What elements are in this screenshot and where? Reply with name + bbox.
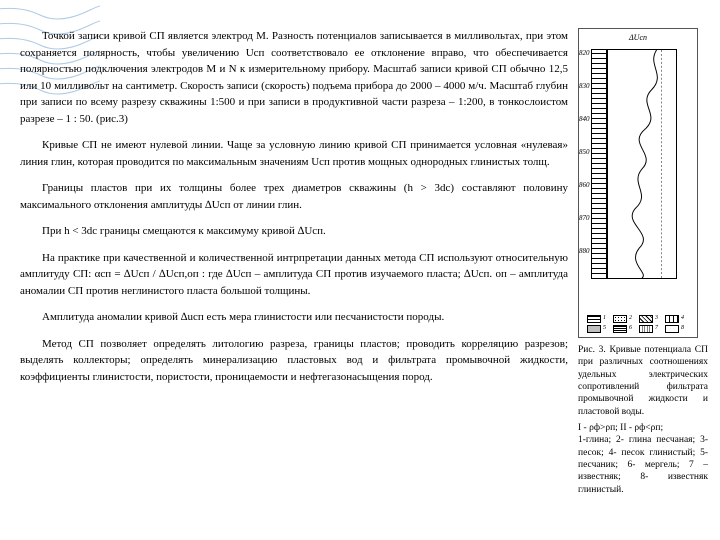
log-track [607, 49, 677, 279]
depth-label: 860 [579, 181, 590, 190]
paragraph-7: Метод СП позволяет определять литологию … [20, 336, 568, 386]
legend-item: 4 [665, 315, 689, 323]
figure-column: ΔUсп 820 830 840 850 860 870 880 1 2 3 4 5 6 7 8 Рис.… [578, 28, 708, 496]
paragraph-4: При h < 3dс границы смещаются к максимум… [20, 223, 568, 240]
legend-item: 5 [587, 325, 611, 333]
legend-number: 5 [603, 325, 606, 333]
depth-label: 880 [579, 247, 590, 256]
legend-number: 3 [655, 315, 658, 323]
main-text-column: Точкой записи кривой СП является электро… [20, 28, 568, 496]
figure-caption-3: 1-глина; 2- глина песчаная; 3- песок; 4-… [578, 434, 708, 496]
figure-caption: Рис. 3. Кривые потенциала СП при различн… [578, 344, 708, 418]
legend-number: 7 [655, 325, 658, 333]
legend-item: 2 [613, 315, 637, 323]
legend-swatch [613, 325, 627, 333]
depth-label: 840 [579, 115, 590, 124]
legend-number: 1 [603, 315, 606, 323]
paragraph-6: Амплитуда аномалии кривой ∆uсп есть мера… [20, 309, 568, 326]
depth-label: 850 [579, 148, 590, 157]
depth-label: 830 [579, 82, 590, 91]
legend-swatch [639, 315, 653, 323]
figure-header: ΔUсп [579, 33, 697, 43]
legend-swatch [665, 315, 679, 323]
lithology-column [591, 49, 607, 279]
legend-number: 2 [629, 315, 632, 323]
legend-number: 4 [681, 315, 684, 323]
paragraph-3: Границы пластов при их толщины более тре… [20, 180, 568, 213]
legend-swatch [587, 315, 601, 323]
legend-grid: 1 2 3 4 5 6 7 8 [587, 315, 689, 333]
legend-swatch [613, 315, 627, 323]
paragraph-1: Точкой записи кривой СП является электро… [20, 28, 568, 127]
legend-swatch [665, 325, 679, 333]
depth-label: 870 [579, 214, 590, 223]
figure-caption-2: I - ρф>ρп; II - ρф<ρп; [578, 422, 708, 434]
legend-item: 1 [587, 315, 611, 323]
legend-number: 6 [629, 325, 632, 333]
legend-item: 6 [613, 325, 637, 333]
paragraph-5: На практике при качественной и количеств… [20, 250, 568, 300]
legend-number: 8 [681, 325, 684, 333]
figure-image: ΔUсп 820 830 840 850 860 870 880 1 2 3 4 5 6 7 8 [578, 28, 698, 338]
depth-label: 820 [579, 49, 590, 58]
sp-curve [608, 50, 676, 278]
legend-swatch [587, 325, 601, 333]
legend-item: 7 [639, 325, 663, 333]
curve-path [632, 50, 657, 278]
legend-item: 3 [639, 315, 663, 323]
legend-item: 8 [665, 325, 689, 333]
legend-swatch [639, 325, 653, 333]
paragraph-2: Кривые СП не имеют нулевой линии. Чаще з… [20, 137, 568, 170]
